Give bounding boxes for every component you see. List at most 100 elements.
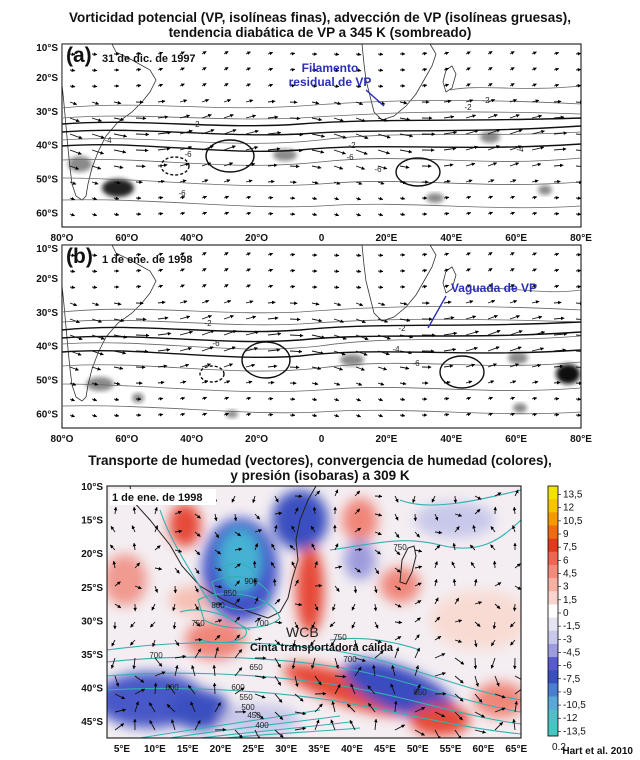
wind-vector: [157, 268, 164, 273]
wind-vector: [465, 114, 476, 119]
wind-vector: [509, 195, 516, 200]
pv-contour-label: -2: [398, 324, 406, 333]
wind-vector: [465, 211, 472, 216]
wind-vector: [351, 621, 356, 629]
wind-vector: [154, 585, 158, 593]
wind-vector: [490, 639, 496, 647]
wind-vector: [421, 83, 428, 88]
wind-vector: [91, 413, 98, 418]
wind-vector: [333, 382, 341, 386]
wind-vector: [512, 506, 517, 515]
wind-vector: [553, 348, 567, 353]
wind-vector: [311, 196, 318, 201]
wind-vector: [311, 334, 326, 339]
wind-vector: [223, 67, 229, 71]
wind-vector: [194, 567, 200, 574]
wind-vector: [274, 675, 282, 686]
wind-vector: [377, 181, 385, 185]
colorbar-swatch: [548, 643, 558, 658]
wind-vector: [254, 693, 266, 699]
lat-label: 25°S: [81, 583, 103, 594]
wind-vector: [531, 162, 542, 167]
wind-vector: [374, 531, 382, 536]
wind-vector: [110, 657, 116, 669]
wind-vector: [334, 585, 340, 592]
pv-contour-label: -4: [104, 136, 112, 145]
wind-vector: [267, 196, 274, 200]
lat-label: 20°S: [36, 73, 58, 84]
wind-vector: [91, 269, 98, 273]
wind-vector: [194, 719, 201, 731]
wind-vector: [531, 330, 546, 336]
wind-vector: [194, 513, 201, 519]
wind-vector: [354, 490, 361, 497]
wind-vector: [465, 195, 472, 200]
wind-vector: [465, 83, 471, 87]
wind-vector: [154, 506, 158, 515]
wind-vector: [294, 711, 307, 716]
bottom-title-line-1: Transporte de humedad (vectores), conver…: [88, 453, 552, 468]
wind-vector: [212, 682, 217, 695]
wind-vector: [135, 51, 142, 56]
wind-vector: [334, 565, 343, 569]
isobar-label: 800: [211, 601, 225, 610]
wind-vector: [454, 513, 463, 517]
wind-vector: [172, 621, 177, 630]
lat-label: 40°S: [81, 684, 103, 695]
wind-vector: [575, 318, 581, 320]
isobar-label: 450: [247, 711, 261, 720]
wind-vector: [487, 114, 498, 119]
wind-vector: [254, 543, 259, 551]
wind-vector: [201, 211, 208, 216]
wind-vector: [575, 269, 581, 273]
lon-label: 80°E: [570, 434, 592, 445]
wind-vector: [443, 146, 457, 151]
wind-vector: [274, 495, 279, 503]
wind-vector: [399, 133, 414, 138]
wind-vector: [149, 621, 156, 628]
wind-vector: [157, 147, 171, 151]
wind-vector: [149, 719, 156, 731]
colorbar-tick-label: -4,5: [563, 647, 581, 658]
wind-vector: [134, 585, 142, 590]
panel-a-letter: (a): [66, 44, 92, 67]
wind-vector: [434, 597, 439, 605]
wind-vector: [113, 334, 128, 339]
wind-vector: [487, 211, 494, 216]
wind-vector: [443, 316, 455, 320]
wind-vector: [509, 211, 516, 216]
wind-vector: [114, 603, 122, 609]
wind-vector: [113, 350, 127, 355]
wind-vector: [245, 315, 257, 320]
wind-vector: [179, 211, 186, 216]
wind-vector: [353, 639, 358, 648]
wind-vector: [223, 346, 236, 352]
wind-vector: [214, 584, 223, 589]
wind-vector: [355, 382, 363, 386]
wind-vector: [443, 364, 454, 368]
lon-label: 50°E: [407, 744, 429, 755]
wind-vector: [267, 252, 274, 257]
wind-vector: [414, 600, 422, 605]
wind-vector: [91, 302, 100, 306]
panel-c-madagascar: [399, 545, 417, 585]
panel-c-africa-coast: [129, 486, 317, 619]
wind-vector: [311, 318, 323, 323]
wind-vector: [172, 603, 176, 612]
wind-vector: [465, 284, 471, 288]
wind-vector: [223, 314, 234, 320]
wind-vector: [575, 100, 581, 105]
pv-contour-label: -6: [374, 165, 382, 174]
lon-label: 10°E: [144, 744, 166, 755]
wind-vector: [355, 350, 368, 356]
wind-vector: [157, 179, 165, 184]
wind-vector: [465, 412, 472, 417]
wind-vector: [223, 51, 229, 55]
wind-vector: [132, 542, 137, 551]
wind-vector: [329, 621, 336, 628]
wind-vector: [575, 253, 581, 257]
panel-a-africa: [361, 44, 437, 121]
wind-vector: [179, 346, 192, 352]
wind-vector: [514, 489, 519, 497]
wind-vector: [333, 253, 340, 257]
